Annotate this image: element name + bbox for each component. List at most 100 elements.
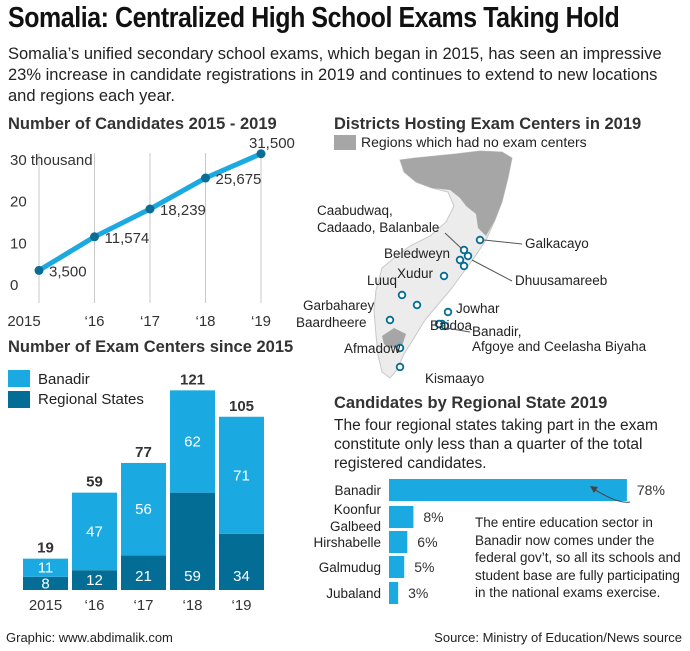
district-label: Kismaayo (425, 371, 484, 386)
state-value-label: 5% (414, 559, 434, 575)
footer-source: Source: Ministry of Education/News sourc… (434, 630, 682, 645)
bar-regional (23, 576, 68, 590)
state-category-label: Galbeed (330, 519, 381, 534)
x-tick-label: 2015 (7, 313, 40, 330)
x-tick-label: ‘19 (231, 597, 251, 614)
state-value-label: 8% (423, 509, 443, 525)
district-label: Galkacayo (525, 236, 589, 251)
intro-text: Somalia’s unified secondary school exams… (8, 45, 662, 105)
bar-banadir-label: 56 (135, 501, 152, 518)
candidates-line-chart: 0 10 20 30 thousand 2015 ‘16 ‘17 ‘18 ‘19 3,500 1… (7, 135, 295, 330)
bar-banadir (23, 558, 68, 577)
banadir-annotation: The entire education sector in Banadir n… (475, 515, 681, 600)
district-label: Garbaharey (303, 298, 375, 313)
exam-center-marker (385, 315, 395, 325)
bar-banadir (121, 462, 166, 556)
state-value-label: 6% (417, 534, 437, 550)
candidates-series-points (34, 149, 266, 275)
centers-bars: 811 19 12 47 59 21 56 77 59 62 121 34 71 105 (23, 371, 264, 592)
district-label: Dhuusamareeb (515, 273, 607, 288)
exam-center-marker (395, 343, 405, 353)
exam-center-marker (412, 300, 422, 310)
bar-total-label: 59 (86, 474, 103, 491)
district-label: Banadir, (472, 324, 522, 339)
bar-regional-label: 59 (184, 568, 201, 585)
bar-regional-label: 34 (233, 568, 250, 585)
northern-regions-no-centers (400, 151, 512, 236)
exam-center-marker (397, 290, 407, 300)
bar-banadir (72, 492, 117, 571)
state-category-label: Hirshabelle (313, 535, 381, 550)
data-point (90, 232, 99, 242)
exam-center-markers (385, 235, 485, 372)
data-label: 11,574 (105, 230, 150, 247)
exam-center-marker (459, 245, 469, 255)
states-value-labels: 78% 8% 6% 5% 3% (408, 482, 665, 601)
data-point (256, 149, 266, 159)
leader-line (471, 259, 513, 282)
line-chart-y-ticks: 0 10 20 30 thousand (10, 152, 93, 294)
somalia-map: Caabudwaq, Cadaado, Balanbale Galkacayo Bel… (296, 150, 647, 386)
leader-line (483, 239, 523, 245)
exam-center-marker (443, 307, 453, 317)
map-legend-swatch (334, 135, 356, 150)
state-bar (389, 531, 408, 553)
bar-regional (170, 492, 215, 590)
state-category-label: Galmudug (319, 560, 381, 575)
districts-map-title: Districts Hosting Exam Centers in 2019 (334, 115, 642, 133)
x-tick-label: ‘17 (133, 597, 153, 614)
bar-regional (72, 570, 117, 590)
exam-center-marker (395, 362, 405, 372)
state-value-label: 3% (408, 585, 428, 601)
legend-label-banadir: Banadir (38, 371, 90, 388)
states-bars (389, 479, 627, 604)
state-bar (389, 506, 414, 528)
state-category-label: Koonfur (334, 502, 382, 517)
legend-label-regional: Regional States (38, 391, 144, 408)
state-bar (389, 556, 405, 578)
x-tick-label: ‘18 (195, 313, 215, 330)
y-tick-label: 0 (10, 277, 18, 294)
exam-center-marker (439, 271, 449, 281)
bar-banadir (170, 390, 215, 493)
state-value-label: 78% (637, 482, 665, 498)
district-label: Afmadow (344, 341, 401, 356)
bar-banadir-label: 47 (86, 523, 103, 540)
annotation-arrow-head (590, 486, 598, 493)
data-point (34, 265, 44, 275)
state-bar (389, 582, 399, 604)
exam-center-marker (475, 235, 485, 245)
legend-swatch-banadir (8, 370, 30, 387)
candidates-chart-title: Number of Candidates 2015 - 2019 (8, 115, 277, 133)
x-tick-label: ‘16 (84, 313, 104, 330)
states-chart-title: Candidates by Regional State 2019 (334, 394, 608, 412)
bar-total-label: 121 (180, 371, 205, 388)
district-label: Baardheere (296, 315, 367, 330)
map-legend-label: Regions which had no exam centers (361, 134, 587, 150)
data-point (145, 204, 155, 214)
district-labels: Caabudwaq, Cadaado, Balanbale Galkacayo Bel… (296, 203, 647, 386)
line-chart-x-ticks: 2015 ‘16 ‘17 ‘18 ‘19 (7, 313, 271, 330)
centers-bar-chart: Banadir Regional States 811 19 12 47 59 21 56 7… (8, 370, 264, 614)
x-tick-label: 2015 (29, 597, 62, 614)
x-tick-label: ‘19 (251, 313, 271, 330)
footer-credit: Graphic: www.abdimalik.com (6, 630, 173, 645)
bar-banadir-label: 11 (38, 560, 54, 577)
bar-regional-label: 12 (86, 572, 103, 589)
data-point (201, 173, 210, 183)
district-label: Jowhar (456, 301, 500, 316)
x-tick-label: ‘16 (84, 597, 104, 614)
centers-chart-title: Number of Exam Centers since 2015 (8, 338, 294, 356)
bar-regional (219, 533, 264, 590)
states-description: The four regional states taking part in … (334, 417, 658, 472)
data-label: 3,500 (49, 263, 87, 280)
page-title: Somalia: Centralized High School Exams T… (8, 2, 620, 34)
district-label: Xudur (397, 266, 434, 281)
exam-center-marker (455, 255, 465, 265)
leader-line (445, 327, 471, 333)
state-category-label: Banadir (334, 483, 381, 498)
district-label: Beledweyn (384, 246, 450, 261)
bar-total-label: 19 (37, 540, 54, 557)
